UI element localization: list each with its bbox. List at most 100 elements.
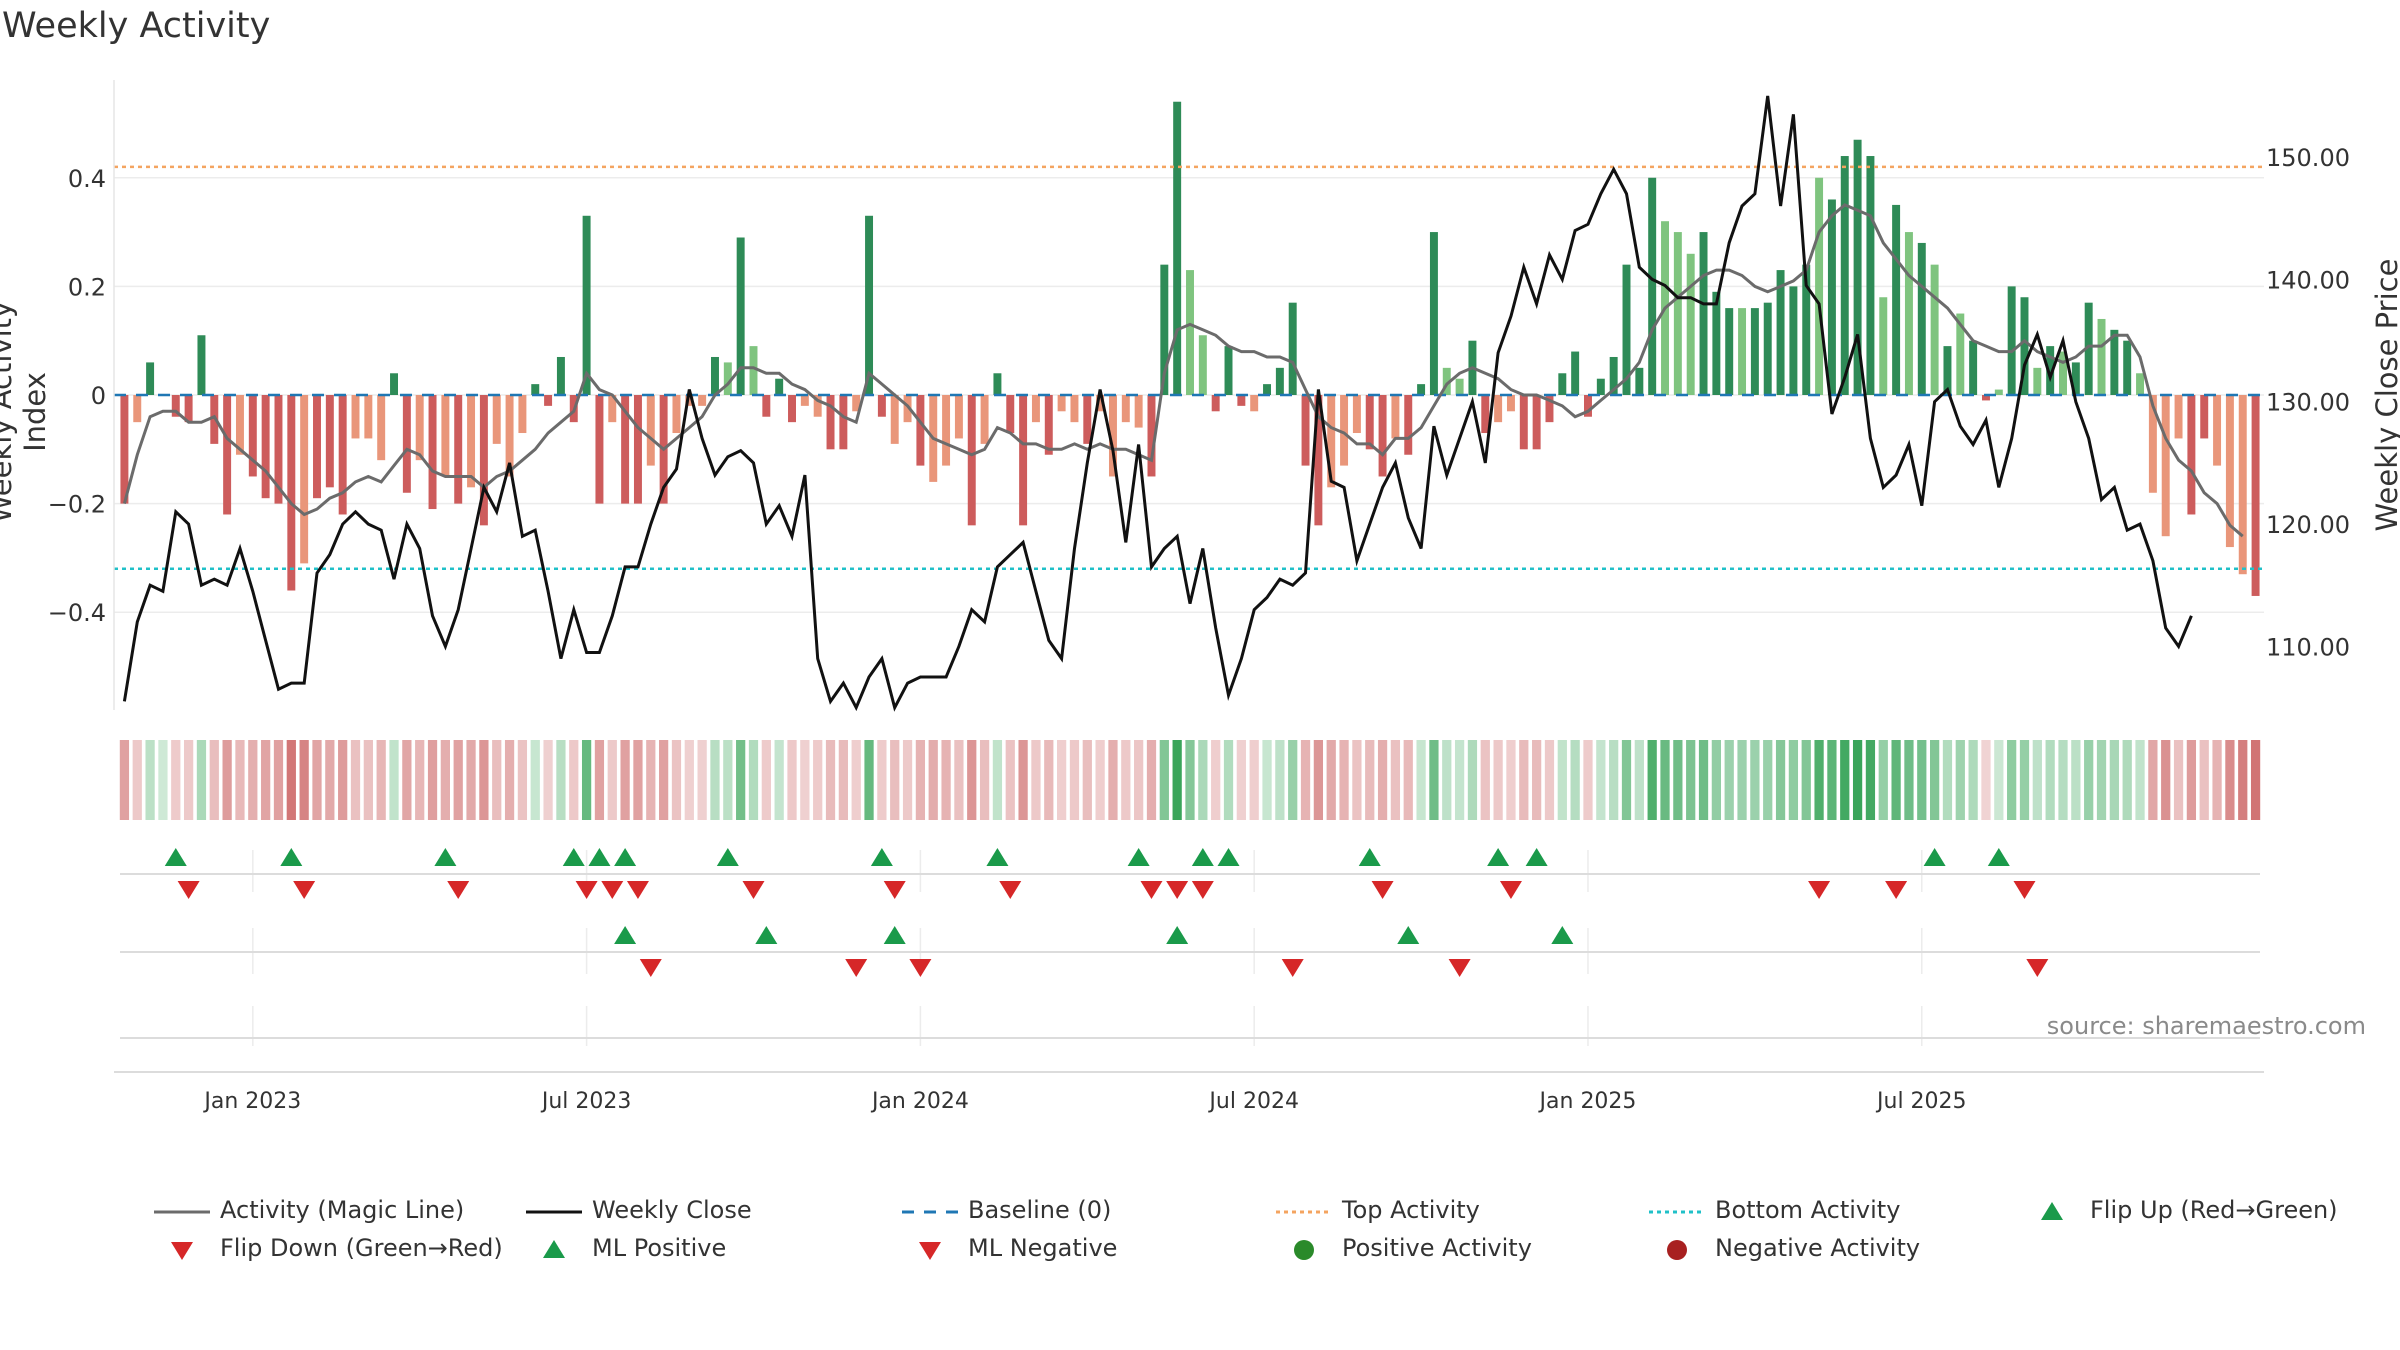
heat-strip-cell [2096,740,2107,820]
heat-strip-cell [402,740,412,820]
ml-positive-marker [1551,926,1574,944]
activity-bar [1224,346,1233,395]
heat-strip-cell [902,740,913,820]
heat-strip-cell [2199,740,2209,820]
heat-strip-cell [1223,740,1234,820]
activity-bar [877,395,886,417]
activity-bar [2200,395,2209,439]
activity-bar [1789,286,1798,395]
activity-bar [852,395,861,412]
heat-strip-cell [2135,740,2145,820]
heat-strip-cell [145,740,155,820]
activity-bar [749,346,758,395]
dot-red-icon [1667,1240,1687,1260]
triangle-down-red-icon [171,1242,193,1260]
activity-bar [261,395,270,499]
activity-bar [1173,101,1182,396]
heat-strip-cell [800,740,810,820]
heat-strip-cell [1506,740,1516,820]
activity-bar [402,395,411,493]
heat-strip-cell [1262,740,1272,820]
heat-strip-cell [492,740,502,820]
activity-bar [2187,395,2196,515]
heat-strip-cell [1249,740,1259,820]
heat-strip-cell [723,740,733,820]
activity-bar [762,395,771,417]
flip-down-marker [999,881,1022,899]
heat-strip-cell [363,740,373,820]
activity-bar [1738,308,1747,395]
activity-bar [1391,395,1400,439]
activity-bar [287,395,296,591]
heat-strip-cell [1737,740,1747,820]
legend-label: Activity (Magic Line) [220,1196,465,1224]
legend-label: ML Positive [592,1234,727,1262]
heat-strip-cell [1557,740,1567,820]
heat-strip-cell [440,740,450,820]
activity-bar [1892,204,1901,395]
activity-bar [621,395,630,504]
activity-bar [1314,395,1323,526]
activity-bar [1352,395,1361,434]
heat-strip-cell [1647,740,1657,820]
flip-up-marker [280,848,303,866]
ml-negative-marker [909,959,932,977]
heat-strip-cell [1519,740,1529,820]
heat-strip-cell [787,740,797,820]
heat-strip-cell [1313,740,1324,820]
activity-bar [1584,395,1592,417]
heat-strip-cell [273,740,284,820]
heat-strip-cell [1596,740,1606,820]
activity-bar [2123,340,2132,395]
heat-strip-cell [158,740,168,820]
heat-strip-cell [1082,740,1092,820]
activity-bar [1301,395,1310,466]
activity-bar [839,395,848,450]
heat-strip-cell [1609,740,1619,820]
activity-bar [813,395,822,417]
activity-bar [1776,270,1785,395]
heat-strip-cell [1416,740,1426,820]
heat-strip-cell [1544,740,1555,820]
heat-strip-cell [2238,740,2248,820]
heat-strip-cell [1878,740,1888,820]
ml-positive-marker [1397,926,1420,944]
activity-bar [595,395,604,504]
activity-bar [942,395,951,466]
activity-bar [1969,340,1978,395]
ml-positive-marker [1166,926,1189,944]
activity-bar [800,395,809,406]
activity-bar [1802,264,1811,395]
activity-bar [980,395,989,444]
heat-strip-cell [1763,740,1773,820]
activity-bar [364,395,373,439]
x-tick-label: Jul 2023 [540,1089,632,1114]
triangle-down-red-icon [919,1242,941,1260]
activity-bar [146,362,155,395]
x-tick-label: Jan 2025 [1538,1089,1637,1114]
heat-strip-cell [941,740,951,820]
activity-bar [1917,242,1926,395]
flip-up-marker [164,848,187,866]
heat-strip-cell [1698,740,1709,820]
heat-strip-cell [183,740,194,820]
y-right-tick-label: 140.00 [2266,266,2350,294]
activity-bar [1930,264,1939,395]
heat-strip-cell [2250,740,2261,820]
heat-strip-cell [1621,740,1632,820]
flip-down-marker [177,881,200,899]
heat-strip-cell [1198,740,1208,820]
activity-bar [518,395,527,434]
activity-bar [582,215,591,395]
y-right-tick-label: 120.00 [2266,511,2350,539]
flip-down-marker [1140,881,1163,899]
heat-strip-cell [1814,740,1824,820]
activity-bar [2020,297,2029,395]
activity-bar [1263,384,1272,395]
activity-bar [1031,395,1040,423]
heat-strip-cell [2019,740,2030,820]
line-solid-gray-icon [154,1210,210,1214]
heat-strip-cell [235,740,245,820]
activity-bar [736,237,745,395]
activity-bar [2136,373,2145,395]
